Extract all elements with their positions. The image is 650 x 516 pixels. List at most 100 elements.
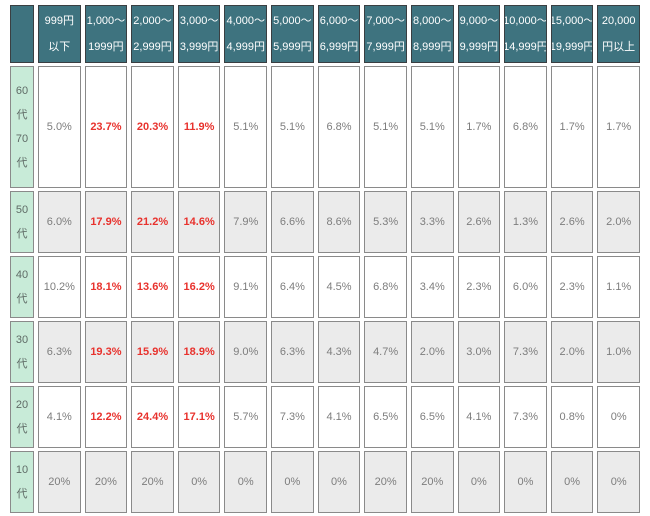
data-cell-percentage: 4.1% xyxy=(38,386,81,448)
data-cell-percentage: 4.1% xyxy=(317,386,361,448)
column-header-price-range: 3,000〜 3,999円 xyxy=(177,5,221,63)
data-cell-percentage: 1.7% xyxy=(597,66,640,188)
data-cell-percentage: 0% xyxy=(317,451,361,513)
data-cell-percentage: 6.5% xyxy=(364,386,407,448)
data-cell-percentage: 3.0% xyxy=(457,321,501,383)
data-cell-percentage: 9.1% xyxy=(224,256,268,318)
column-header-price-range: 4,000〜 4,999円 xyxy=(224,5,268,63)
column-header-price-range: 15,000〜 19,999円 xyxy=(550,5,594,63)
column-header-price-range: 5,000〜 5,999円 xyxy=(271,5,314,63)
data-cell-percentage: 20% xyxy=(410,451,454,513)
data-cell-percentage: 3.4% xyxy=(410,256,454,318)
data-cell-percentage: 0.8% xyxy=(550,386,594,448)
data-cell-percentage: 0% xyxy=(550,451,594,513)
data-cell-percentage: 7.3% xyxy=(271,386,314,448)
data-cell-percentage: 0% xyxy=(177,451,221,513)
row-header-age-group: 30 代 xyxy=(10,321,34,383)
data-cell-percentage: 5.1% xyxy=(271,66,314,188)
data-cell-percentage: 24.4% xyxy=(131,386,174,448)
data-cell-percentage: 16.2% xyxy=(177,256,221,318)
data-cell-percentage: 6.6% xyxy=(271,191,314,253)
data-cell-percentage: 20.3% xyxy=(131,66,174,188)
data-cell-percentage: 9.0% xyxy=(224,321,268,383)
row-header-age-group: 40 代 xyxy=(10,256,34,318)
data-cell-percentage: 0% xyxy=(597,386,640,448)
data-cell-percentage: 2.0% xyxy=(550,321,594,383)
data-cell-percentage: 5.7% xyxy=(224,386,268,448)
column-header-price-range: 20,000 円以上 xyxy=(597,5,640,63)
data-cell-percentage: 12.2% xyxy=(84,386,128,448)
data-cell-percentage: 2.0% xyxy=(597,191,640,253)
row-header-age-group: 10 代 xyxy=(10,451,34,513)
data-cell-percentage: 20% xyxy=(364,451,407,513)
data-cell-percentage: 4.5% xyxy=(317,256,361,318)
data-cell-percentage: 6.8% xyxy=(364,256,407,318)
data-cell-percentage: 7.3% xyxy=(504,386,547,448)
data-cell-percentage: 11.9% xyxy=(177,66,221,188)
data-cell-percentage: 23.7% xyxy=(84,66,128,188)
data-cell-percentage: 2.3% xyxy=(457,256,501,318)
row-header-age-group: 60 代 70 代 xyxy=(10,66,34,188)
data-cell-percentage: 18.1% xyxy=(84,256,128,318)
data-cell-percentage: 20% xyxy=(131,451,174,513)
data-cell-percentage: 0% xyxy=(504,451,547,513)
column-header-price-range: 9,000〜 9,999円 xyxy=(457,5,501,63)
data-cell-percentage: 20% xyxy=(38,451,81,513)
column-header-price-range: 8,000〜 8,999円 xyxy=(410,5,454,63)
data-cell-percentage: 0% xyxy=(597,451,640,513)
corner-cell xyxy=(10,5,34,63)
data-cell-percentage: 0% xyxy=(224,451,268,513)
data-cell-percentage: 10.2% xyxy=(38,256,81,318)
column-header-price-range: 2,000〜 2,999円 xyxy=(131,5,174,63)
column-header-price-range: 7,000〜 7,999円 xyxy=(364,5,407,63)
row-header-age-group: 20 代 xyxy=(10,386,34,448)
data-cell-percentage: 6.3% xyxy=(271,321,314,383)
data-cell-percentage: 6.3% xyxy=(38,321,81,383)
column-header-price-range: 10,000〜 14,999円 xyxy=(504,5,547,63)
data-cell-percentage: 8.6% xyxy=(317,191,361,253)
data-cell-percentage: 6.5% xyxy=(410,386,454,448)
data-cell-percentage: 7.9% xyxy=(224,191,268,253)
data-cell-percentage: 5.0% xyxy=(38,66,81,188)
data-cell-percentage: 4.7% xyxy=(364,321,407,383)
data-cell-percentage: 2.3% xyxy=(550,256,594,318)
data-cell-percentage: 18.9% xyxy=(177,321,221,383)
data-cell-percentage: 1.3% xyxy=(504,191,547,253)
data-cell-percentage: 5.1% xyxy=(224,66,268,188)
data-cell-percentage: 5.1% xyxy=(364,66,407,188)
data-cell-percentage: 6.4% xyxy=(271,256,314,318)
data-cell-percentage: 21.2% xyxy=(131,191,174,253)
data-cell-percentage: 1.0% xyxy=(597,321,640,383)
data-cell-percentage: 7.3% xyxy=(504,321,547,383)
column-header-price-range: 1,000〜 1999円 xyxy=(84,5,128,63)
data-cell-percentage: 17.9% xyxy=(84,191,128,253)
data-cell-percentage: 1.7% xyxy=(550,66,594,188)
data-cell-percentage: 2.6% xyxy=(457,191,501,253)
data-cell-percentage: 5.3% xyxy=(364,191,407,253)
price-distribution-table: 999円 以下 1,000〜 1999円 2,000〜 2,999円 3,000〜 3… xyxy=(10,5,640,513)
data-cell-percentage: 6.8% xyxy=(504,66,547,188)
data-cell-percentage: 14.6% xyxy=(177,191,221,253)
row-header-age-group: 50 代 xyxy=(10,191,34,253)
data-cell-percentage: 2.0% xyxy=(410,321,454,383)
data-cell-percentage: 20% xyxy=(84,451,128,513)
data-cell-percentage: 17.1% xyxy=(177,386,221,448)
data-cell-percentage: 0% xyxy=(271,451,314,513)
data-cell-percentage: 1.7% xyxy=(457,66,501,188)
data-cell-percentage: 13.6% xyxy=(131,256,174,318)
data-cell-percentage: 2.6% xyxy=(550,191,594,253)
data-cell-percentage: 0% xyxy=(457,451,501,513)
data-cell-percentage: 15.9% xyxy=(131,321,174,383)
data-cell-percentage: 4.3% xyxy=(317,321,361,383)
data-cell-percentage: 1.1% xyxy=(597,256,640,318)
data-cell-percentage: 3.3% xyxy=(410,191,454,253)
data-cell-percentage: 6.0% xyxy=(38,191,81,253)
data-cell-percentage: 4.1% xyxy=(457,386,501,448)
data-cell-percentage: 5.1% xyxy=(410,66,454,188)
column-header-price-range: 6,000〜 6,999円 xyxy=(317,5,361,63)
column-header-price-range: 999円 以下 xyxy=(38,5,81,63)
data-cell-percentage: 6.0% xyxy=(504,256,547,318)
data-cell-percentage: 6.8% xyxy=(317,66,361,188)
data-cell-percentage: 19.3% xyxy=(84,321,128,383)
